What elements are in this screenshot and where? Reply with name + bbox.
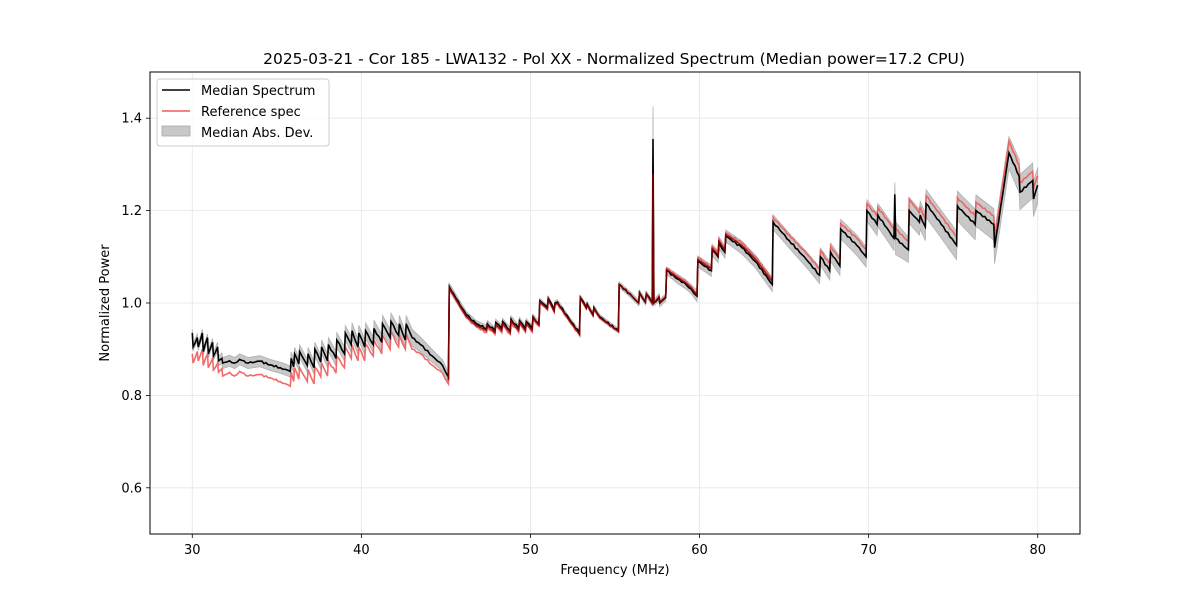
legend-label-reference: Reference spec: [201, 105, 301, 120]
x-tick-label: 80: [1029, 543, 1046, 558]
reference-spectrum-line: [191, 138, 1039, 388]
y-tick-label: 1.4: [121, 112, 142, 127]
legend-swatch-mad: [161, 125, 191, 137]
y-tick-label: 1.2: [121, 204, 142, 219]
legend-label-mad: Median Abs. Dev.: [201, 126, 313, 141]
y-tick-label: 0.6: [121, 481, 142, 496]
x-axis: 30 40 50 60 70 80: [184, 534, 1046, 558]
x-tick-label: 60: [691, 543, 708, 558]
legend-label-median: Median Spectrum: [201, 84, 315, 99]
y-tick-label: 1.0: [121, 297, 142, 312]
x-tick-label: 50: [522, 543, 539, 558]
plot-area: [191, 106, 1039, 388]
legend: Median Spectrum Reference spec Median Ab…: [156, 78, 330, 147]
chart-title: 2025-03-21 - Cor 185 - LWA132 - Pol XX -…: [263, 50, 965, 68]
legend-box: [156, 78, 330, 147]
mad-band: [191, 106, 1039, 384]
overlap-line: [447, 173, 773, 381]
x-tick-label: 30: [184, 543, 201, 558]
y-axis-label: Normalized Power: [98, 244, 113, 362]
x-axis-label: Frequency (MHz): [560, 563, 669, 578]
y-axis: 0.6 0.8 1.0 1.2 1.4: [121, 112, 150, 496]
x-tick-label: 40: [353, 543, 370, 558]
x-tick-label: 70: [860, 543, 877, 558]
median-spectrum-line: [191, 138, 1039, 380]
y-tick-label: 0.8: [121, 389, 142, 404]
